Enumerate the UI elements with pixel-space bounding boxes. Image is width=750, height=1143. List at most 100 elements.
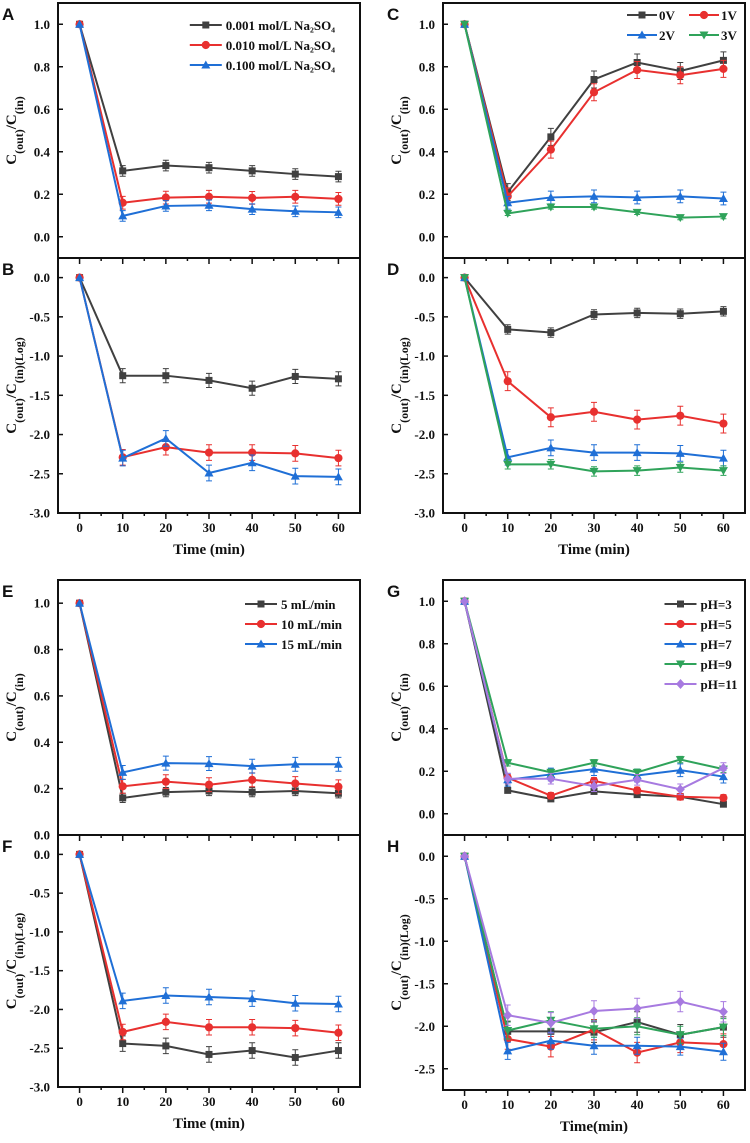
triangle-up-marker	[333, 207, 343, 216]
circle-marker	[334, 453, 343, 463]
series-red	[460, 273, 728, 434]
triangle-down-marker	[675, 214, 685, 223]
triangle-up-marker	[632, 448, 642, 457]
x-tick-label: 20	[544, 520, 557, 535]
square-marker	[504, 786, 512, 794]
circle-marker	[633, 786, 642, 795]
triangle-up-marker	[118, 767, 128, 776]
y-tick-label: 1.0	[419, 594, 435, 609]
panel-letter: A	[2, 5, 14, 24]
square-marker	[257, 600, 265, 608]
square-marker	[202, 21, 210, 29]
y-tick-label: 0.4	[34, 735, 51, 750]
y-tick-label: -1.0	[414, 934, 435, 949]
y-axis-label: C(out)/C(in)(Log)	[4, 913, 26, 1010]
y-tick-label: -3.0	[29, 506, 50, 521]
triangle-down-marker	[589, 759, 599, 768]
triangle-up-marker	[161, 758, 171, 767]
triangle-up-marker	[718, 1047, 728, 1056]
triangle-up-marker	[503, 1046, 513, 1055]
triangle-up-marker	[256, 639, 266, 648]
panel-letter: G	[387, 582, 400, 601]
series-blue	[75, 273, 343, 486]
y-tick-label: -1.0	[414, 349, 435, 364]
circle-marker	[161, 442, 170, 452]
series-blue	[75, 849, 343, 1013]
square-marker	[334, 375, 342, 383]
x-tick-label: 30	[203, 1094, 216, 1109]
y-tick-label: 1.0	[34, 17, 50, 32]
legend: pH=3 pH=5 pH=7 pH=9 pH=11	[664, 597, 738, 692]
y-tick-label: 0.2	[419, 764, 435, 779]
square-marker	[162, 788, 170, 796]
circle-marker	[161, 1017, 170, 1026]
legend: 0.001 mol/L Na₂SO₄ 0.010 mol/L Na₂SO₄ 0.10…	[189, 18, 335, 73]
circle-marker	[676, 619, 685, 629]
triangle-down-marker	[589, 203, 599, 212]
x-axis-label: Time (min)	[558, 542, 630, 558]
circle-marker	[204, 192, 214, 201]
x-tick-label: 20	[544, 1097, 557, 1112]
series-black	[76, 274, 342, 396]
square-marker	[719, 800, 727, 808]
diamond-marker	[718, 1006, 728, 1017]
y-tick-label: -0.5	[414, 891, 435, 906]
panel-c: C 0.0 0.2 0.4 0.6 0.8 1.0 C(out)/C(in) 0V 1V 2V 3V	[387, 2, 746, 264]
series-red	[75, 850, 343, 1041]
triangle-down-marker	[718, 467, 728, 476]
legend-label: 0.100 mol/L Na₂SO₄	[226, 58, 335, 73]
square-marker	[590, 76, 598, 83]
square-marker	[119, 372, 127, 380]
square-marker	[334, 173, 342, 181]
triangle-up-marker	[589, 448, 599, 457]
diamond-marker	[460, 851, 470, 862]
square-marker	[248, 384, 256, 392]
circle-marker	[546, 413, 555, 422]
panel-e: E 0.0 0.2 0.4 0.6 0.8 1.0 C(out)/C(in) 5 mL/min 1…	[2, 579, 361, 843]
triangle-up-marker	[204, 468, 214, 477]
triangle-down-marker	[675, 1031, 685, 1040]
y-tick-label: -1.5	[29, 963, 50, 978]
x-tick-label: 50	[674, 520, 687, 535]
legend-label: 0V	[659, 8, 676, 23]
triangle-up-marker	[247, 761, 257, 770]
legend-label: 3V	[721, 28, 738, 43]
triangle-up-marker	[675, 191, 685, 200]
circle-marker	[633, 65, 642, 75]
x-tick-label: 10	[116, 520, 129, 535]
circle-marker	[291, 449, 300, 458]
triangle-up-marker	[290, 998, 300, 1007]
square-marker	[248, 1047, 256, 1055]
x-tick-label: 40	[246, 1094, 259, 1109]
triangle-down-marker	[718, 213, 728, 222]
circle-marker	[676, 71, 685, 80]
triangle-up-marker	[290, 206, 300, 215]
circle-marker	[204, 780, 214, 789]
diamond-marker	[632, 1003, 642, 1014]
triangle-down-marker	[503, 759, 513, 768]
triangle-down-marker	[589, 1025, 599, 1034]
series-black	[461, 597, 727, 808]
x-tick-label: 30	[588, 520, 601, 535]
x-tick-label: 50	[674, 1097, 687, 1112]
panel-a: A 0.0 0.2 0.4 0.6 0.8 1.0 C(out)/C(in) 0.001 mol…	[2, 2, 361, 264]
series-black	[461, 274, 727, 338]
legend-label: 10 mL/min	[281, 617, 343, 632]
y-tick-label: -2.0	[29, 1002, 50, 1017]
diamond-marker	[589, 781, 599, 792]
square-marker	[547, 329, 555, 337]
y-axis-label: C(out)/C(in)	[4, 96, 26, 165]
x-tick-label: 0	[461, 1097, 468, 1112]
circle-marker	[118, 782, 127, 791]
y-tick-label: 0.0	[419, 229, 435, 244]
square-marker	[676, 310, 684, 318]
circle-marker	[248, 193, 257, 202]
diamond-marker	[675, 784, 685, 795]
y-tick-label: 0.0	[34, 828, 50, 843]
legend: 5 mL/min 10 mL/min 15 mL/min	[245, 597, 343, 652]
square-marker	[119, 167, 127, 175]
circle-marker	[546, 791, 555, 800]
square-marker	[677, 600, 684, 608]
circle-marker	[334, 782, 343, 791]
square-marker	[119, 1040, 127, 1048]
